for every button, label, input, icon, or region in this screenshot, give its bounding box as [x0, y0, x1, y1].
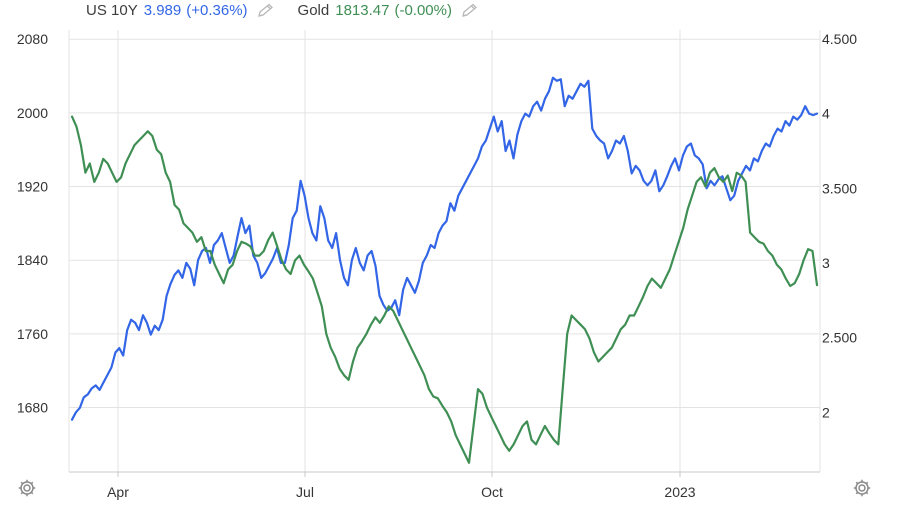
x-tick-label: Apr: [107, 484, 129, 500]
y-right-tick-label: 3.500: [822, 180, 857, 196]
y-right-tick-label: 4: [822, 106, 830, 122]
y-left-tick-label: 1680: [17, 400, 48, 416]
y-right-tick-label: 2: [822, 404, 830, 420]
series-line-us-10y: [70, 76, 819, 421]
legend-item-us10y[interactable]: US 10Y 3.989 (+0.36%): [86, 2, 276, 19]
y-right-tick-label: 4.500: [822, 31, 857, 47]
x-tick-label: 2023: [664, 484, 695, 500]
gear-icon[interactable]: [852, 478, 872, 498]
series-lines: [70, 76, 819, 464]
y-right-tick-label: 2.500: [822, 330, 857, 346]
pencil-icon[interactable]: [256, 3, 276, 19]
y-left-tick-label: 2080: [17, 31, 48, 47]
legend-value-us10y: 3.989: [143, 2, 182, 19]
axes: 2080 4.500 2000 4 1920 3.500 1840 3 1760 2.500 168…: [17, 30, 857, 500]
y-right-tick-label: 3: [822, 255, 830, 271]
series-line-gold: [70, 115, 819, 464]
legend-change-us10y: (+0.36%): [186, 2, 248, 19]
y-left-tick-label: 2000: [17, 105, 48, 121]
legend-name-us10y: US 10Y: [86, 2, 138, 19]
grid: [69, 30, 820, 472]
legend-name-gold: Gold: [297, 2, 330, 19]
gear-icon[interactable]: [17, 478, 37, 498]
x-tick-label: Oct: [481, 484, 503, 500]
legend-value-gold: 1813.47: [335, 2, 390, 19]
y-left-tick-label: 1920: [17, 179, 48, 195]
x-tick-label: Jul: [296, 484, 314, 500]
y-left-tick-label: 1840: [17, 252, 48, 268]
legend-item-gold[interactable]: Gold 1813.47 (-0.00%): [298, 2, 480, 19]
pencil-icon[interactable]: [460, 3, 480, 19]
legend-change-gold: (-0.00%): [394, 2, 452, 19]
y-left-tick-label: 1760: [17, 326, 48, 342]
chart-legend: US 10Y 3.989 (+0.36%) Gold 1813.47 (-0.0…: [86, 2, 502, 19]
